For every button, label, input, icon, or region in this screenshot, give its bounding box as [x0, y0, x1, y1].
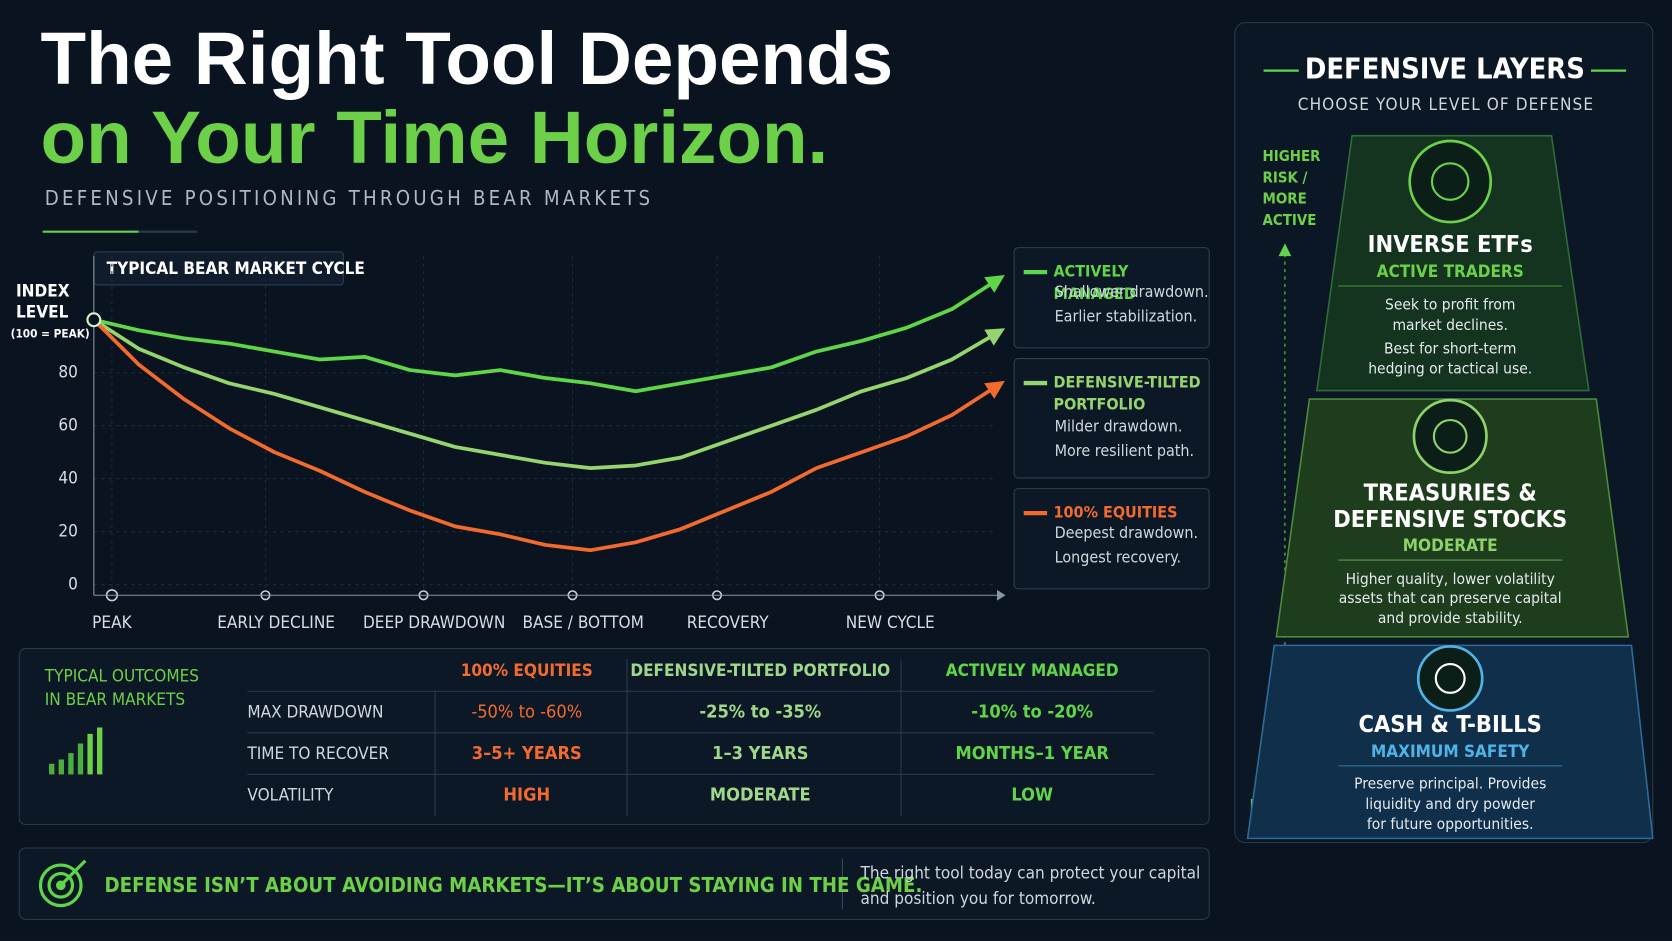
x-tick-label: RECOVERY: [687, 613, 770, 633]
y-tick-label: 40: [58, 469, 78, 489]
y-tick-label: 80: [58, 363, 78, 383]
tier-icon: [1416, 645, 1484, 712]
row-label: MAX DRAWDOWN: [247, 703, 383, 723]
legend-label: DEFENSIVE-TILTED PORTFOLIO: [1053, 372, 1201, 414]
column-header: 100% EQUITIES: [461, 661, 593, 681]
table-title: TYPICAL OUTCOMES: [44, 666, 199, 686]
y-axis-label: (100 = PEAK): [11, 327, 90, 341]
tier-shape: [1275, 398, 1630, 638]
table-cell: LOW: [1011, 785, 1053, 806]
tier-text: assets that can preserve capital: [1339, 589, 1562, 607]
arrow-head: [1278, 243, 1292, 257]
title: on Your Time Horizon.: [41, 95, 829, 179]
target-icon: [38, 859, 87, 908]
row-label: TIME TO RECOVER: [246, 744, 389, 764]
table-cell: -25% to -35%: [699, 702, 821, 723]
risk-label: HIGHER: [1263, 147, 1322, 165]
tier-text: Higher quality, lower volatility: [1346, 570, 1555, 588]
x-tick-label: DEEP DRAWDOWN: [363, 613, 505, 633]
tier-icon-glyph: [1434, 662, 1466, 694]
footer-panel: [18, 847, 1210, 920]
subtitle: DEFENSIVE POSITIONING THROUGH BEAR MARKE…: [45, 186, 653, 210]
tier-text: and provide stability.: [1378, 609, 1523, 627]
peak-marker: [86, 312, 102, 328]
y-tick-label: 20: [58, 522, 78, 542]
table-panel: [18, 648, 1210, 826]
tier-text: market declines.: [1392, 316, 1507, 334]
tier-shape: [1315, 134, 1590, 392]
legend-card: [1013, 488, 1210, 590]
tier-name: INVERSE ETFs: [1368, 230, 1533, 258]
tier-text: Seek to profit from: [1385, 296, 1515, 314]
tier-tag: MODERATE: [1403, 536, 1498, 556]
legend-description: Earlier stabilization.: [1055, 306, 1198, 325]
table-cell: MONTHS–1 YEAR: [955, 743, 1109, 764]
chart-title: TYPICAL BEAR MARKET CYCLE: [107, 259, 365, 279]
row-label: VOLATILITY: [247, 786, 334, 806]
tier-shape: [1246, 644, 1654, 840]
tagline: DEFENSE ISN’T ABOUT AVOIDING MARKETS—IT’…: [105, 873, 923, 897]
risk-label: ACTIVE: [1263, 211, 1317, 229]
table-cell: 3–5+ YEARS: [472, 743, 582, 764]
footer-note: and position you for tomorrow.: [861, 889, 1096, 909]
legend-description: Shallower drawdown.: [1055, 282, 1209, 301]
y-axis-label: INDEX: [16, 281, 70, 301]
table-cell: -50% to -60%: [471, 702, 582, 723]
tier-text: liquidity and dry powder: [1365, 795, 1535, 813]
tier-text: for future opportunities.: [1367, 815, 1534, 833]
axis-arrow: [997, 589, 1006, 601]
tier-tag: MAXIMUM SAFETY: [1371, 742, 1530, 762]
tier-name: DEFENSIVE STOCKS: [1333, 505, 1567, 533]
footer-note: The right tool today can protect your ca…: [860, 864, 1201, 884]
risk-label: MORE: [1263, 190, 1307, 208]
bars-icon: [49, 727, 103, 775]
tier-text: Best for short-term: [1384, 339, 1516, 357]
layers-subtitle: CHOOSE YOUR LEVEL OF DEFENSE: [1298, 95, 1594, 115]
legend-name-box: ACTIVELY MANAGED: [1053, 261, 1136, 304]
legend-description: Deepest drawdown.: [1055, 523, 1198, 542]
legend-label: ACTIVELY MANAGED: [1053, 261, 1136, 304]
y-axis-label: LEVEL: [16, 303, 69, 323]
tier-name: TREASURIES &: [1364, 478, 1537, 506]
title: The Right Tool Depends: [41, 16, 894, 100]
table-title: IN BEAR MARKETS: [45, 690, 185, 710]
tier-icon: [1408, 139, 1493, 224]
table-cell: MODERATE: [710, 785, 811, 806]
layers-title: DEFENSIVE LAYERS: [1305, 52, 1585, 86]
series-line: [93, 274, 1005, 394]
tier-icon-glyph: [1432, 418, 1468, 454]
table-cell: HIGH: [503, 785, 550, 806]
legend-card: [1013, 247, 1210, 349]
tier-name: CASH & T-BILLS: [1359, 710, 1542, 738]
table-cell: 1–3 YEARS: [712, 743, 808, 764]
tier-tag: ACTIVE TRADERS: [1377, 262, 1524, 282]
legend-name-box: DEFENSIVE-TILTED PORTFOLIO: [1053, 372, 1201, 414]
table-cell: -10% to -20%: [971, 702, 1093, 723]
legend-description: Milder drawdown.: [1055, 416, 1183, 435]
y-tick-label: 0: [68, 575, 78, 595]
legend-name-box: 100% EQUITIES: [1053, 502, 1178, 522]
x-tick-label: BASE / BOTTOM: [522, 613, 643, 633]
y-tick-label: 60: [58, 416, 78, 436]
x-tick-label: EARLY DECLINE: [217, 613, 335, 633]
column-header: ACTIVELY MANAGED: [946, 661, 1119, 681]
legend-description: Longest recovery.: [1055, 547, 1181, 566]
column-header: DEFENSIVE-TILTED PORTFOLIO: [630, 661, 890, 681]
legend-label: 100% EQUITIES: [1053, 502, 1178, 522]
legend-description: More resilient path.: [1055, 441, 1194, 460]
risk-label: RISK /: [1263, 168, 1308, 186]
x-tick-label: PEAK: [92, 613, 132, 633]
tier-text: hedging or tactical use.: [1368, 360, 1532, 378]
x-tick-label: NEW CYCLE: [846, 613, 935, 633]
series-line: [92, 318, 1006, 470]
legend-card: [1013, 358, 1210, 479]
tier-text: Preserve principal. Provides: [1354, 775, 1546, 793]
tier-icon: [1412, 398, 1488, 474]
series-line: [92, 318, 1005, 553]
tier-icon-glyph: [1430, 162, 1470, 201]
